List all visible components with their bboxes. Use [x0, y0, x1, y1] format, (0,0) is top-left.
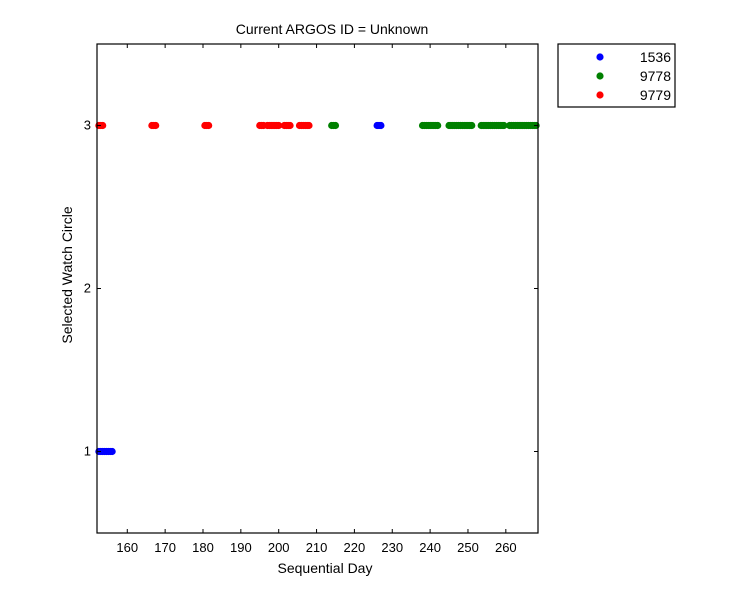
legend-marker-9779 [596, 91, 604, 99]
data-point-1536 [108, 447, 116, 456]
legend: 1536 9778 9779 [557, 43, 676, 108]
data-point-9779 [99, 121, 107, 130]
x-tick-label: 160 [116, 540, 138, 555]
data-point-9779 [305, 121, 313, 130]
data-point-1536 [377, 121, 385, 130]
y-axis-label: Selected Watch Circle [59, 206, 75, 343]
tick-labels: 160 170 180 190 200 210 220 230 240 250 260 1 2 3 [84, 118, 517, 556]
y-tick-label: 2 [84, 281, 91, 296]
data-point-9778 [434, 121, 442, 130]
x-axis-label: Sequential Day [278, 560, 373, 576]
data-point-9778 [500, 121, 508, 130]
legend-marker-1536 [596, 53, 604, 61]
chart-title: Current ARGOS ID = Unknown [236, 21, 429, 37]
data-point-9779 [286, 121, 294, 130]
data-point-9779 [205, 121, 213, 130]
data-points [95, 121, 540, 456]
data-point-9778 [468, 121, 476, 130]
legend-label-9778: 9778 [640, 68, 671, 84]
x-tick-label: 230 [381, 540, 403, 555]
data-point-9779 [275, 121, 283, 130]
x-tick-label: 210 [306, 540, 328, 555]
axes [96, 43, 539, 534]
data-point-9779 [152, 121, 160, 130]
data-point-9778 [331, 121, 340, 130]
legend-label-9779: 9779 [640, 87, 671, 103]
x-tick-label: 250 [457, 540, 479, 555]
x-tick-label: 240 [419, 540, 441, 555]
legend-label-1536: 1536 [640, 49, 671, 65]
y-tick-label: 1 [84, 444, 91, 459]
x-tick-label: 190 [230, 540, 252, 555]
legend-marker-9778 [596, 72, 604, 80]
legend-box [557, 43, 676, 108]
x-tick-label: 260 [495, 540, 517, 555]
axes-box [96, 43, 539, 534]
y-tick-label: 3 [84, 118, 91, 133]
x-tick-label: 220 [344, 540, 366, 555]
x-tick-label: 170 [154, 540, 176, 555]
x-tick-label: 200 [268, 540, 290, 555]
x-tick-label: 180 [192, 540, 214, 555]
